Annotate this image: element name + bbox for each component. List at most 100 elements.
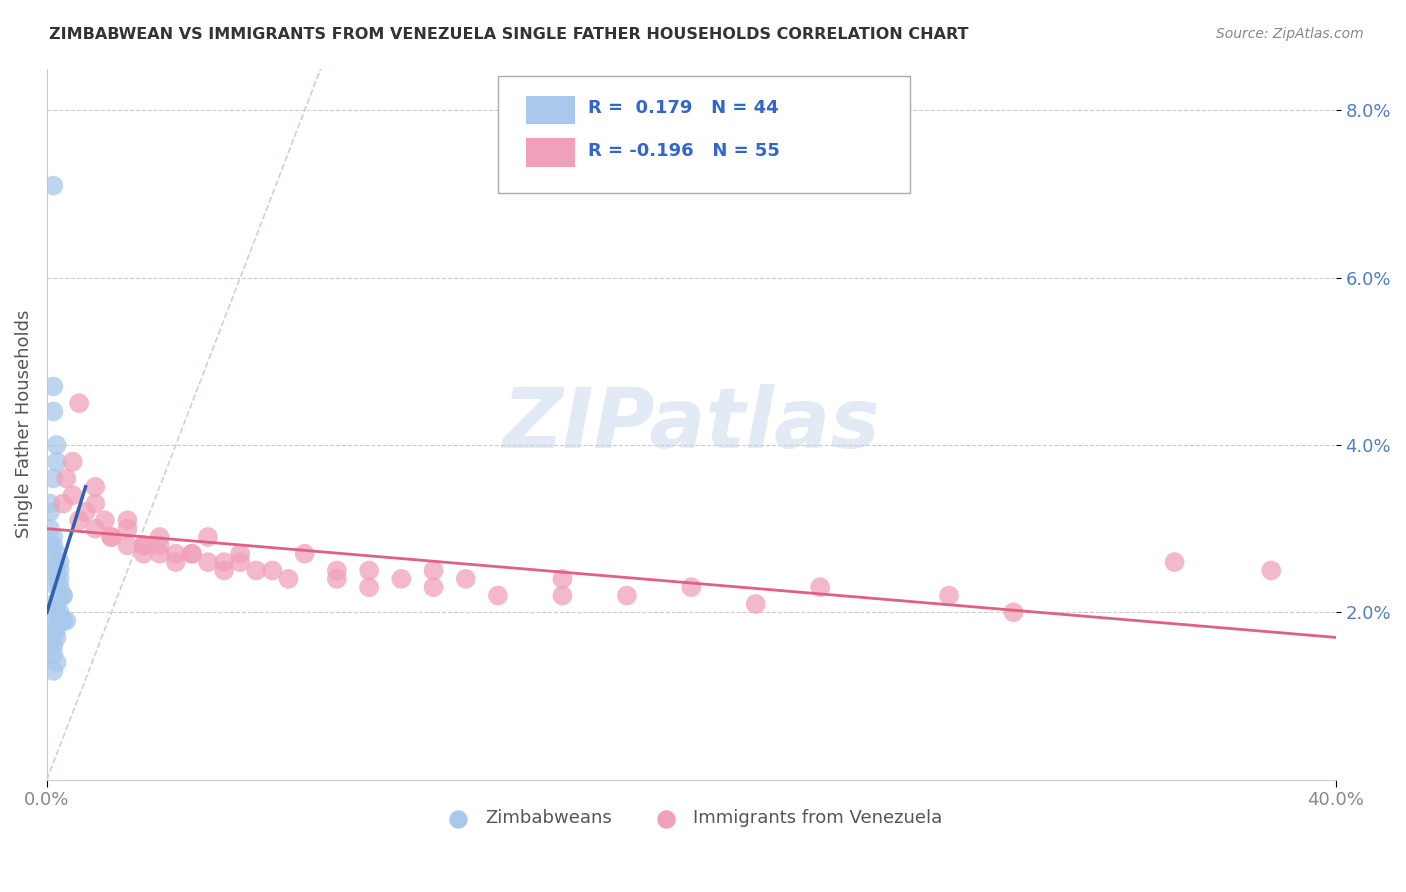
Point <box>117 522 139 536</box>
Point <box>62 488 84 502</box>
Point <box>45 580 67 594</box>
Point <box>52 614 75 628</box>
Point <box>49 580 72 594</box>
Point <box>39 622 62 636</box>
Point <box>67 513 90 527</box>
Point <box>52 589 75 603</box>
Point <box>165 555 187 569</box>
Point <box>197 530 219 544</box>
Point <box>100 530 122 544</box>
Point <box>180 547 202 561</box>
Point <box>1163 555 1185 569</box>
Point <box>42 379 65 393</box>
Point <box>45 547 67 561</box>
Point <box>62 455 84 469</box>
Point <box>45 656 67 670</box>
Point <box>1002 605 1025 619</box>
Point <box>45 572 67 586</box>
Point <box>42 538 65 552</box>
Point <box>359 580 381 594</box>
Point <box>454 572 477 586</box>
Legend: Zimbabweans, Immigrants from Venezuela: Zimbabweans, Immigrants from Venezuela <box>433 802 949 835</box>
Point <box>39 639 62 653</box>
Text: R =  0.179   N = 44: R = 0.179 N = 44 <box>588 99 779 118</box>
Point <box>1260 564 1282 578</box>
Point <box>39 505 62 519</box>
Point <box>45 597 67 611</box>
Point <box>49 614 72 628</box>
Point <box>42 178 65 193</box>
Point <box>52 614 75 628</box>
Point <box>55 471 77 485</box>
Point <box>100 530 122 544</box>
Point <box>45 438 67 452</box>
Point <box>132 547 155 561</box>
Point <box>67 396 90 410</box>
Point <box>326 564 349 578</box>
Text: Source: ZipAtlas.com: Source: ZipAtlas.com <box>1216 27 1364 41</box>
Point <box>616 589 638 603</box>
Point <box>42 530 65 544</box>
Point <box>45 631 67 645</box>
Point <box>49 605 72 619</box>
Point <box>49 564 72 578</box>
Point <box>808 580 831 594</box>
Point <box>55 614 77 628</box>
Text: ZIMBABWEAN VS IMMIGRANTS FROM VENEZUELA SINGLE FATHER HOUSEHOLDS CORRELATION CHA: ZIMBABWEAN VS IMMIGRANTS FROM VENEZUELA … <box>49 27 969 42</box>
Point <box>42 404 65 418</box>
Point <box>39 538 62 552</box>
Point <box>42 471 65 485</box>
Point <box>359 564 381 578</box>
Point <box>45 622 67 636</box>
Point <box>197 555 219 569</box>
Point <box>117 513 139 527</box>
Point <box>245 564 267 578</box>
Text: R = -0.196   N = 55: R = -0.196 N = 55 <box>588 142 780 160</box>
Point <box>551 572 574 586</box>
Point <box>84 497 107 511</box>
Point <box>212 564 235 578</box>
Point <box>149 547 172 561</box>
Point <box>49 555 72 569</box>
Point <box>84 522 107 536</box>
Point <box>52 589 75 603</box>
Point <box>422 580 444 594</box>
FancyBboxPatch shape <box>498 76 910 193</box>
Point <box>94 513 117 527</box>
Point <box>422 564 444 578</box>
Point <box>326 572 349 586</box>
Point <box>262 564 284 578</box>
Point <box>52 497 75 511</box>
Point <box>180 547 202 561</box>
Point <box>149 530 172 544</box>
Point <box>486 589 509 603</box>
Point <box>42 664 65 678</box>
Point <box>49 572 72 586</box>
Point <box>49 589 72 603</box>
Point <box>39 564 62 578</box>
Point <box>277 572 299 586</box>
Point <box>45 564 67 578</box>
Point <box>149 538 172 552</box>
Point <box>389 572 412 586</box>
Point <box>229 555 252 569</box>
Point <box>132 538 155 552</box>
Point <box>681 580 703 594</box>
Point <box>42 639 65 653</box>
Point <box>42 555 65 569</box>
Point <box>84 480 107 494</box>
Point <box>551 589 574 603</box>
Point <box>39 522 62 536</box>
Point <box>42 605 65 619</box>
Point <box>294 547 316 561</box>
Text: ZIPatlas: ZIPatlas <box>502 384 880 465</box>
Point <box>165 547 187 561</box>
Point <box>45 455 67 469</box>
Point <box>132 538 155 552</box>
Point <box>75 505 97 519</box>
Point <box>42 597 65 611</box>
Point <box>45 605 67 619</box>
Point <box>212 555 235 569</box>
FancyBboxPatch shape <box>526 95 575 124</box>
Point <box>229 547 252 561</box>
